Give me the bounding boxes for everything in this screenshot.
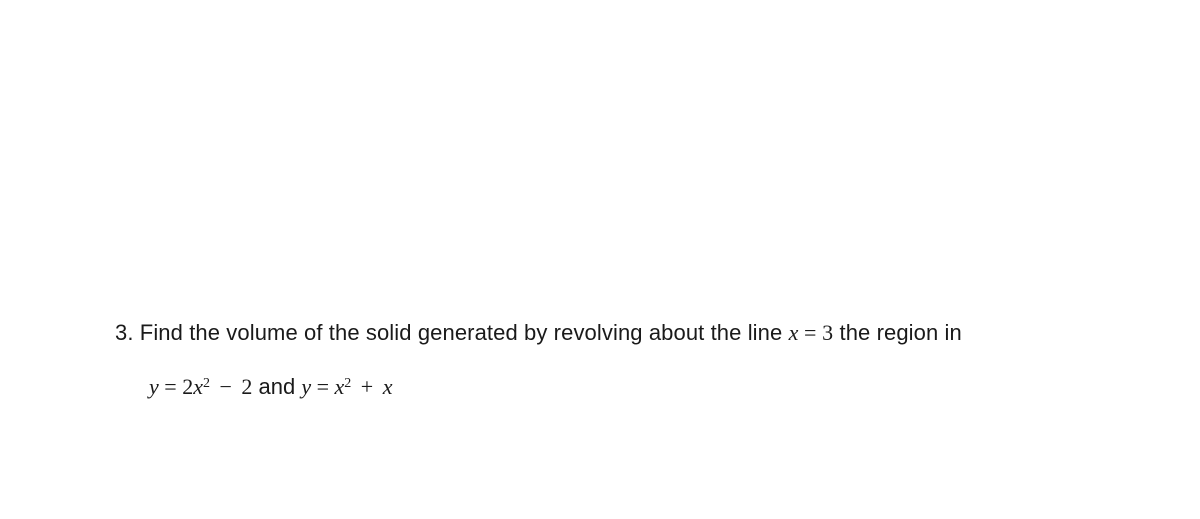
eq2-exp: 2	[344, 376, 351, 391]
eq2-var2: x	[383, 374, 393, 399]
prompt-text-post: the region in	[833, 320, 962, 345]
axis-value: 3	[822, 320, 833, 345]
and-word: and	[252, 374, 301, 399]
eq1-coef: 2	[182, 374, 193, 399]
problem-line-2: y = 2x2 − 2 and y = x2 + x	[115, 374, 1115, 400]
eq1-minus: −	[210, 374, 241, 399]
problem-block: 3. Find the volume of the solid generate…	[115, 320, 1115, 400]
prompt-text-pre: Find the volume of the solid generated b…	[140, 320, 789, 345]
eq2-plus: +	[351, 374, 382, 399]
eq2-lhs: y	[301, 374, 311, 399]
eq1-exp: 2	[203, 376, 210, 391]
problem-line-1: 3. Find the volume of the solid generate…	[115, 320, 1115, 346]
page: 3. Find the volume of the solid generate…	[0, 0, 1200, 519]
problem-number: 3.	[115, 320, 134, 345]
axis-equals: =	[798, 320, 822, 345]
eq1-equals: =	[159, 374, 182, 399]
eq1-const: 2	[241, 374, 252, 399]
eq2-var1: x	[335, 374, 345, 399]
eq1-var: x	[193, 374, 203, 399]
axis-variable: x	[789, 320, 799, 345]
eq2-equals: =	[311, 374, 334, 399]
eq1-lhs: y	[149, 374, 159, 399]
